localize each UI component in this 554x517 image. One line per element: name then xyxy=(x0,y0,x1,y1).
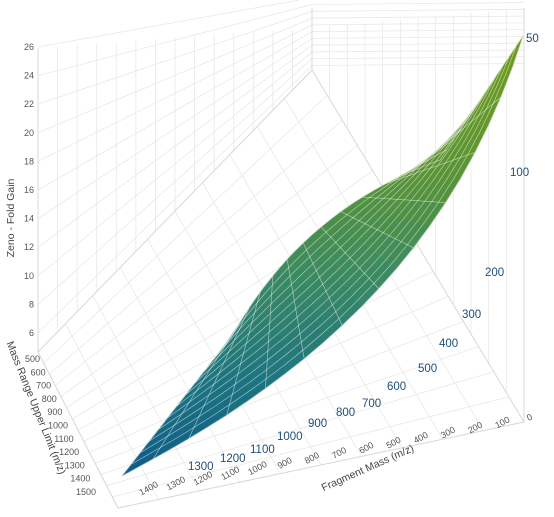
x-tick-label: 0 xyxy=(525,412,534,423)
surface-mesh-line xyxy=(140,56,510,453)
z-grid-line xyxy=(311,2,525,5)
y-tick-label: 1100 xyxy=(54,434,73,444)
y-tick-label: 900 xyxy=(47,407,62,417)
z-tick-label: 14 xyxy=(24,214,34,224)
contour-label: 400 xyxy=(439,338,458,350)
contour-label: 1300 xyxy=(188,461,214,473)
contour-label: 900 xyxy=(308,418,327,430)
surface-mesh-line xyxy=(158,77,496,430)
surface-mesh-line xyxy=(149,66,503,442)
y-tick-label: 1200 xyxy=(59,447,79,457)
surface-mesh-line xyxy=(176,97,482,407)
floor-grid-line xyxy=(65,323,159,500)
x-tick-label: 600 xyxy=(357,440,375,456)
x-tick-label: 900 xyxy=(276,455,294,471)
x-tick-label: 800 xyxy=(303,450,321,466)
contour-label: 50 xyxy=(526,33,539,45)
surface-mesh-line xyxy=(131,46,517,465)
floor-grid-line xyxy=(92,295,200,491)
y-tick-label: 1400 xyxy=(70,474,90,484)
x-tick-label: 700 xyxy=(330,445,348,461)
x-tick-label: 400 xyxy=(412,430,430,446)
floor-grid-line xyxy=(119,267,241,483)
y-tick-label: 1300 xyxy=(65,460,85,470)
surface-mesh-line xyxy=(231,159,441,337)
box-edge xyxy=(311,69,525,423)
floor-grid-line xyxy=(147,239,281,474)
z-axis-title: Zeno - Fold Gain xyxy=(5,178,17,257)
surface-mesh-line xyxy=(185,108,475,395)
y-tick-label: 500 xyxy=(25,354,40,364)
contour-label: 700 xyxy=(362,398,381,410)
mesh-layer xyxy=(121,35,524,477)
z-tick-label: 8 xyxy=(29,299,34,309)
contour-label: 200 xyxy=(485,267,504,279)
z-tick-label: 20 xyxy=(24,128,34,138)
box-edge xyxy=(37,69,313,353)
contour-label: 1000 xyxy=(277,431,303,443)
surface-mesh-line xyxy=(121,35,524,477)
x-tick-label: 200 xyxy=(466,420,484,436)
contour-label: 800 xyxy=(336,407,355,419)
z-tick-label: 22 xyxy=(24,99,34,109)
z-grid-line xyxy=(311,15,525,19)
z-tick-label: 24 xyxy=(24,71,34,81)
z-grid-line xyxy=(311,8,525,12)
contour-label: 600 xyxy=(387,381,406,393)
x-tick-label: 300 xyxy=(439,425,457,441)
y-tick-label: 1000 xyxy=(48,421,68,431)
box-edge xyxy=(117,421,525,509)
x-tick-label: 100 xyxy=(493,414,511,430)
contour-label: 100 xyxy=(510,167,529,179)
grid-layer xyxy=(37,0,525,509)
z-tick-label: 18 xyxy=(24,156,34,166)
y-tick-label: 1500 xyxy=(76,487,96,497)
surface-mesh-line xyxy=(213,139,455,360)
x-tick-label: 1300 xyxy=(165,474,187,492)
box-edge xyxy=(37,351,119,509)
contour-label: 1200 xyxy=(220,453,246,465)
z-grid-line xyxy=(37,0,302,48)
surface-mesh-line xyxy=(204,128,462,372)
contour-label: 1100 xyxy=(250,444,275,456)
surface-layer xyxy=(121,35,524,477)
surface-mesh-line xyxy=(222,149,448,348)
contour-label: 300 xyxy=(462,309,481,321)
y-tick-label: 800 xyxy=(42,394,57,404)
x-tick-label: 1000 xyxy=(246,459,268,477)
z-tick-label: 12 xyxy=(24,242,34,252)
contour-label: 500 xyxy=(418,363,437,375)
y-tick-label: 600 xyxy=(31,367,46,377)
y-tick-label: 700 xyxy=(36,381,51,391)
surface-mesh-line xyxy=(195,118,468,383)
z-tick-label: 16 xyxy=(24,185,34,195)
z-tick-label: 10 xyxy=(24,271,34,281)
z-tick-label: 6 xyxy=(29,328,34,338)
label-layer: 6 8 10 12 14 16 18 20 22 24 26 50 100 200 300 400 500 600… xyxy=(4,33,539,497)
surface-mesh-line xyxy=(167,87,489,418)
z-tick-label: 26 xyxy=(24,42,34,52)
